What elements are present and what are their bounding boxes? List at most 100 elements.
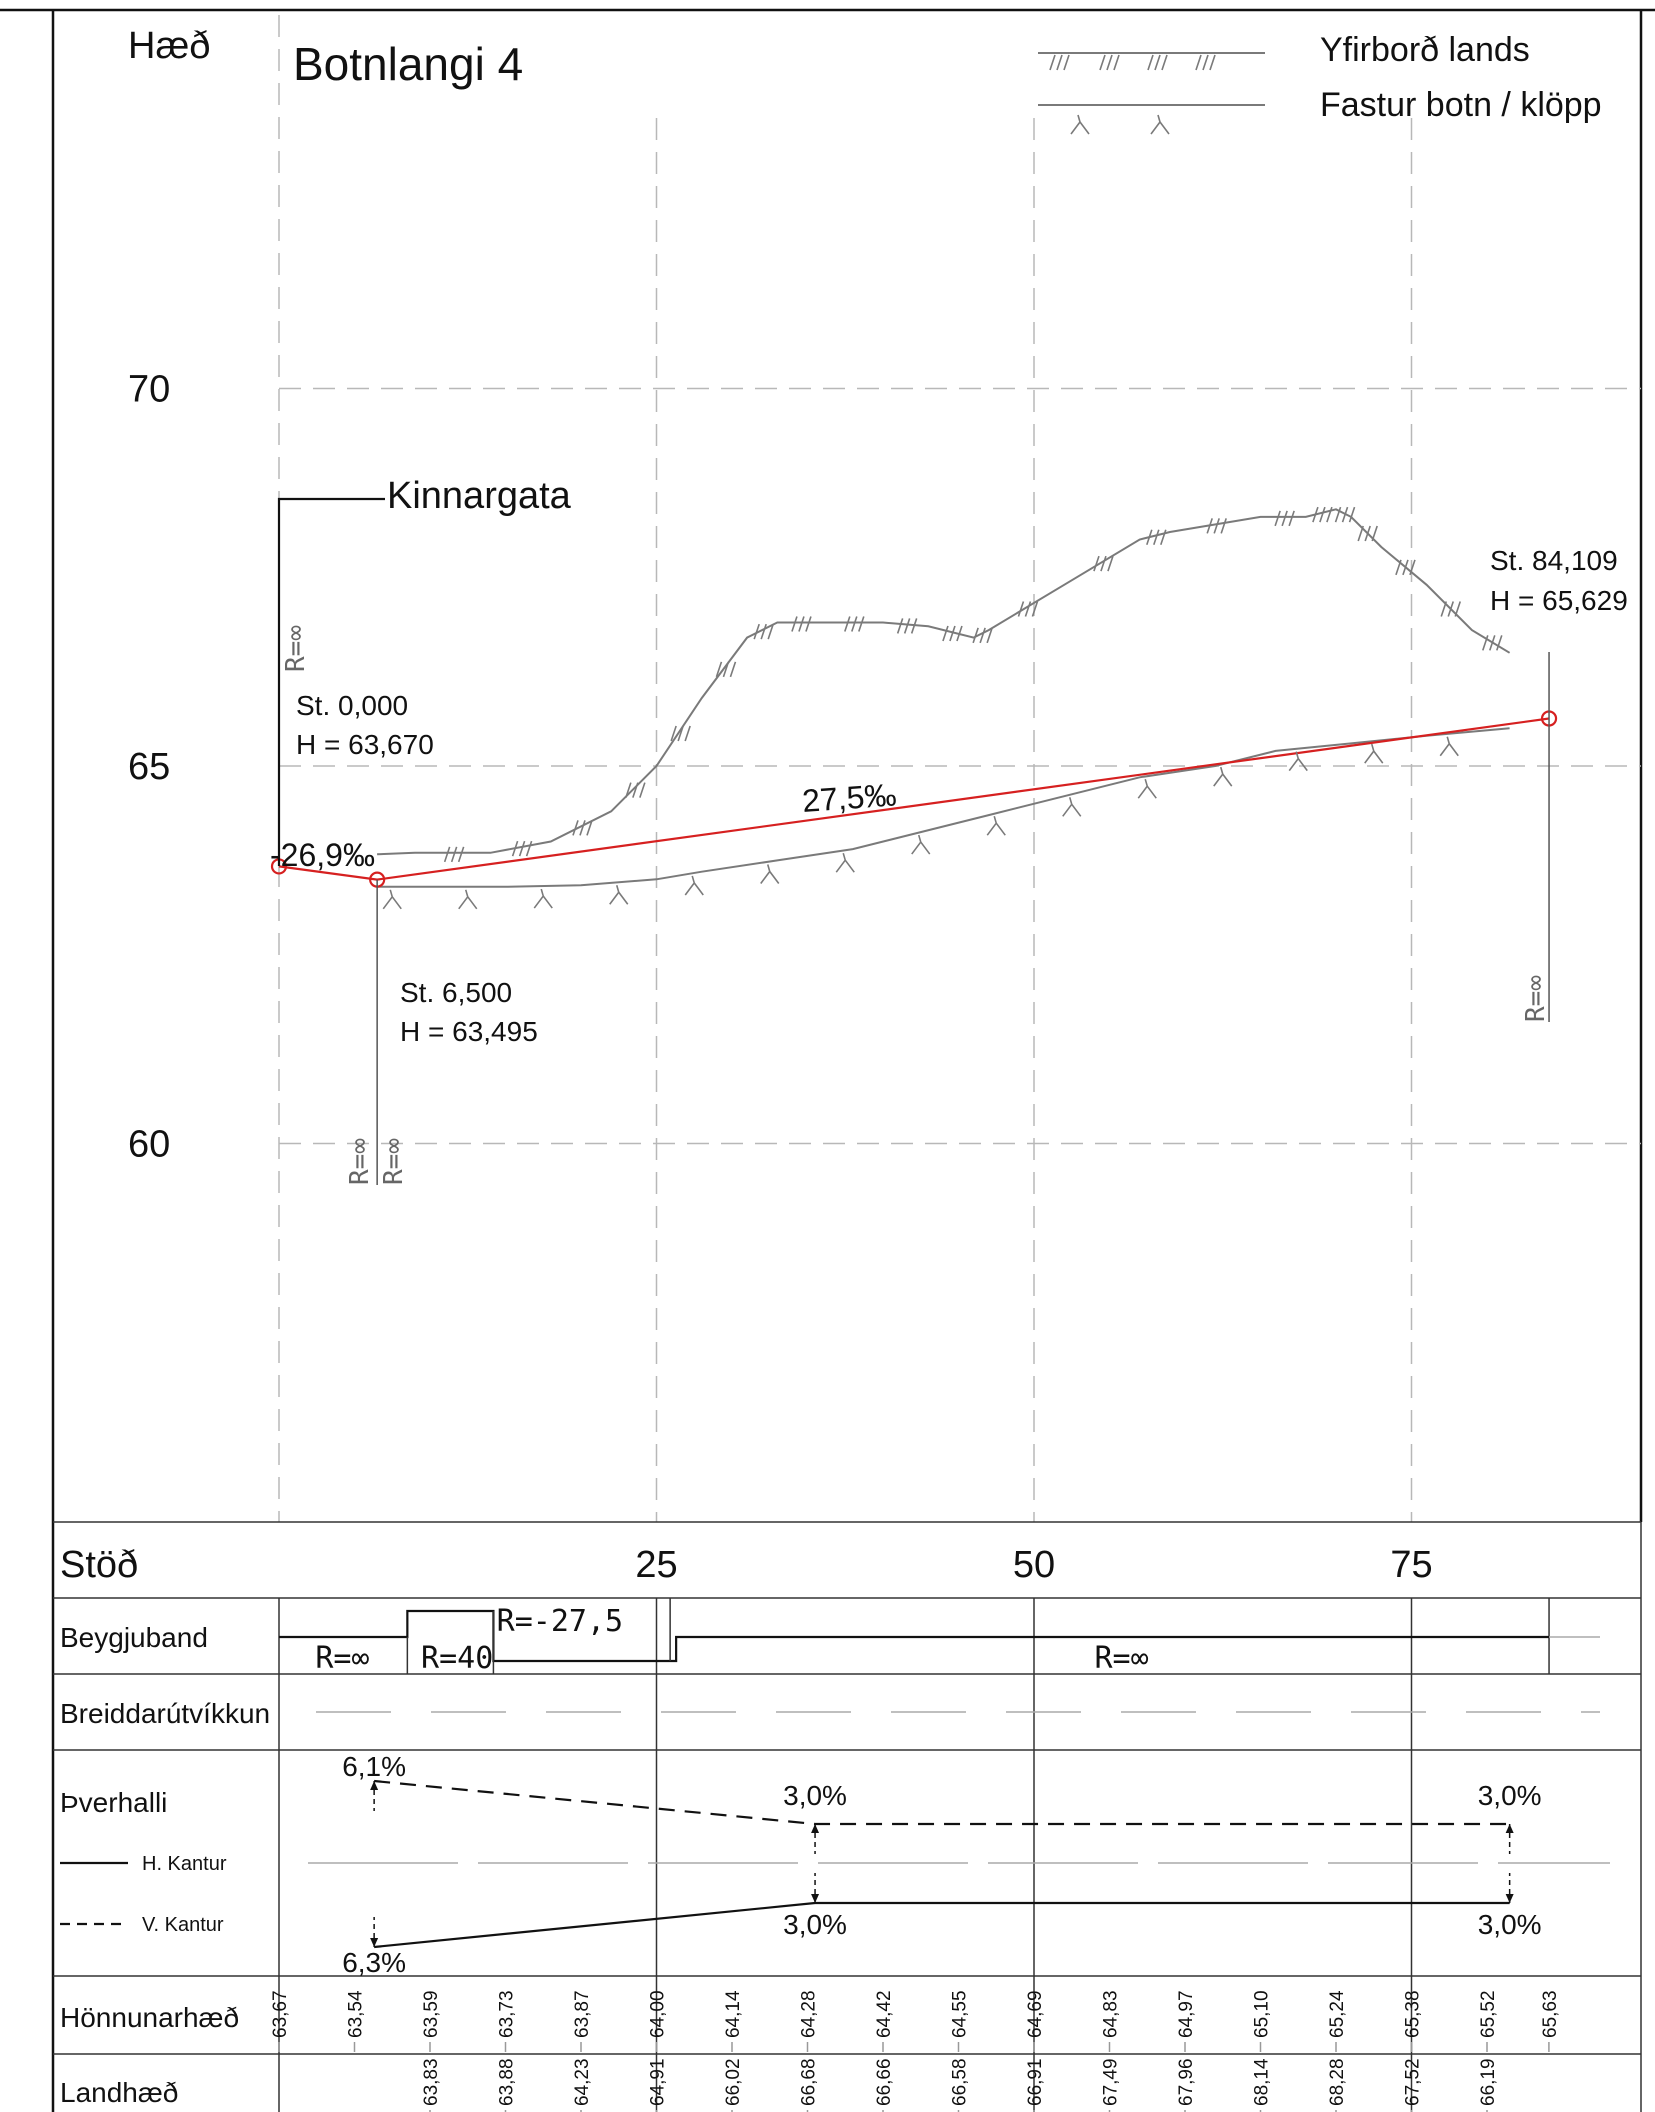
legend-h-kantur: H. Kantur <box>142 1853 227 1875</box>
legend-bedrock-label: Fastur botn / klöpp <box>1320 86 1602 124</box>
crossfall-arrowhead <box>370 1938 379 1947</box>
legend-fork-mark <box>1150 114 1170 135</box>
design-elevation-value: 63,59 <box>421 1990 442 2038</box>
grade-label-1: -26,9‰ <box>270 837 375 873</box>
design-elevation-value: 65,52 <box>1478 1990 1499 2038</box>
band-label-landhaed: Landhæð <box>60 2077 178 2108</box>
design-elevation-value: 63,87 <box>572 1990 593 2038</box>
ground-elevation-value: 63,83 <box>421 2058 442 2106</box>
crossfall-band: 6,1% 3,0% 3,0% 6,3% 3,0% 3,0% <box>308 1751 1610 1978</box>
terrain-hatch-mark <box>1312 506 1319 523</box>
radius-label-end: R=∞ <box>1521 975 1551 1022</box>
terrain-hatch-mark <box>1024 601 1032 617</box>
legend-v-kantur: V. Kantur <box>142 1914 224 1936</box>
terrain-hatch-mark <box>896 618 904 634</box>
ground-elevation-value: 66,19 <box>1478 2058 1499 2106</box>
terrain-hatch-mark <box>851 616 858 632</box>
terrain-hatch-mark <box>1319 506 1326 523</box>
legend-hatch-mark <box>1113 54 1120 71</box>
crossfall-arrowhead <box>1505 1824 1514 1833</box>
y-tick-label: 65 <box>128 746 170 788</box>
terrain-hatch-mark <box>1153 529 1160 545</box>
terrain-hatch-mark <box>1357 525 1364 542</box>
legend-hatch-mark <box>1154 54 1161 71</box>
terrain-hatch-mark <box>844 616 851 632</box>
terrain-hatch-mark <box>979 627 986 644</box>
terrain-hatch-mark <box>572 820 579 836</box>
terrain-hatch-mark <box>1031 601 1039 617</box>
ground-elevation-value: 67,52 <box>1403 2058 1424 2106</box>
terrain-hatch-mark <box>910 618 918 634</box>
terrain-hatch-mark <box>949 625 956 642</box>
terrain-hatch-mark <box>1206 518 1213 534</box>
bedrock-fork-mark <box>382 889 402 910</box>
ground-elevation-value: 68,14 <box>1252 2058 1273 2106</box>
ground-elevation-value: 66,91 <box>1025 2058 1046 2106</box>
design-elevation-band: 63,67 63,54 63,59 63,73 63,87 64,00 64,14 64,28… <box>270 1990 1561 2052</box>
ground-elevation-value: 63,88 <box>497 2058 518 2106</box>
legend-hatch-mark <box>1147 54 1154 71</box>
terrain-hatch-mark <box>1274 510 1281 527</box>
x-tick-labels: 25 50 75 <box>635 1544 1432 1586</box>
terrain-hatch-mark <box>1107 555 1114 572</box>
legend-hatch-mark <box>1056 54 1063 71</box>
ground-elevation-band: 63,83 63,88 64,23 64,91 66,02 66,68 66,66 66,58… <box>421 2058 1499 2112</box>
ground-elevation-value: 67,49 <box>1101 2058 1122 2106</box>
legend-fork-marks <box>1070 114 1170 135</box>
terrain-hatch-mark <box>729 661 737 678</box>
curvature-band: R=∞ R=40R=-27,5 R=∞ <box>279 1598 1600 1676</box>
terrain-hatch-mark <box>632 782 639 798</box>
terrain-hatch-mark <box>1341 506 1349 523</box>
road-leader <box>277 497 385 866</box>
terrain-hatch-mark <box>753 623 760 640</box>
ground-elevation-value: 66,02 <box>723 2058 744 2106</box>
grid <box>278 15 1641 1522</box>
ground-elevation-value: 66,58 <box>950 2058 971 2106</box>
bedrock-fork-mark <box>760 864 780 884</box>
y-tick-labels: 70 65 60 <box>128 369 170 1166</box>
terrain-hatch-mark <box>1326 506 1333 523</box>
legend-terrain-label: Yfirborð lands <box>1320 31 1530 69</box>
terrain-hatch-mark <box>639 782 646 798</box>
crossfall-arrowhead <box>811 1824 820 1833</box>
terrain-hatch-mark <box>942 625 949 642</box>
terrain-hatch-mark <box>956 625 963 642</box>
design-elevation-value: 64,00 <box>648 1990 669 2038</box>
terrain-hatch-mark <box>760 623 767 640</box>
crossfall-arrowhead <box>1505 1894 1514 1903</box>
bedrock-fork-mark <box>1364 743 1384 764</box>
terrain-hatch-mark <box>791 616 798 632</box>
terrain-hatch-mark <box>525 840 533 857</box>
terrain-hatch-mark <box>1146 529 1153 545</box>
station-0-h: H = 63,670 <box>296 729 434 760</box>
terrain-hatch-mark <box>684 725 691 742</box>
band-label-breiddarutvikkun: Breiddarútvíkkun <box>60 1698 270 1729</box>
design-elevation-value: 64,83 <box>1101 1990 1122 2038</box>
bedrock-fork-mark <box>458 889 478 910</box>
terrain-hatch-mark <box>1482 635 1489 651</box>
ground-elevation-value: 68,28 <box>1327 2058 1348 2106</box>
terrain-hatch-mark <box>1496 635 1503 651</box>
x-tick-label: 75 <box>1390 1544 1432 1586</box>
design-elevation-value: 65,24 <box>1327 1990 1348 2038</box>
legend-hatch-mark <box>1049 54 1056 71</box>
design-grade-line <box>278 717 1550 881</box>
terrain-hatch-mark <box>1017 601 1025 617</box>
crossfall-value: 3,0% <box>783 1909 847 1940</box>
ground-elevation-value: 66,68 <box>799 2058 820 2106</box>
bedrock-fork-mark <box>1062 797 1082 817</box>
station-1-h: H = 63,495 <box>400 1016 538 1047</box>
terrain-hatch-mark <box>1440 601 1448 617</box>
terrain-hatch-mark <box>858 616 865 632</box>
bedrock-fork-mark <box>1288 751 1308 772</box>
terrain-hatch-mark <box>1454 601 1462 617</box>
bedrock-fork-mark <box>533 888 553 909</box>
bedrock-fork-mark <box>835 852 855 873</box>
design-elevation-value: 64,14 <box>723 1990 744 2038</box>
terrain-hatch-mark <box>1395 559 1402 576</box>
design-elevation-value: 64,55 <box>950 1990 971 2038</box>
terrain-hatch-mark <box>805 616 812 632</box>
legend-hatch-mark <box>1209 54 1216 71</box>
station-0-st: St. 0,000 <box>296 690 408 721</box>
y-tick-label: 60 <box>128 1124 170 1166</box>
